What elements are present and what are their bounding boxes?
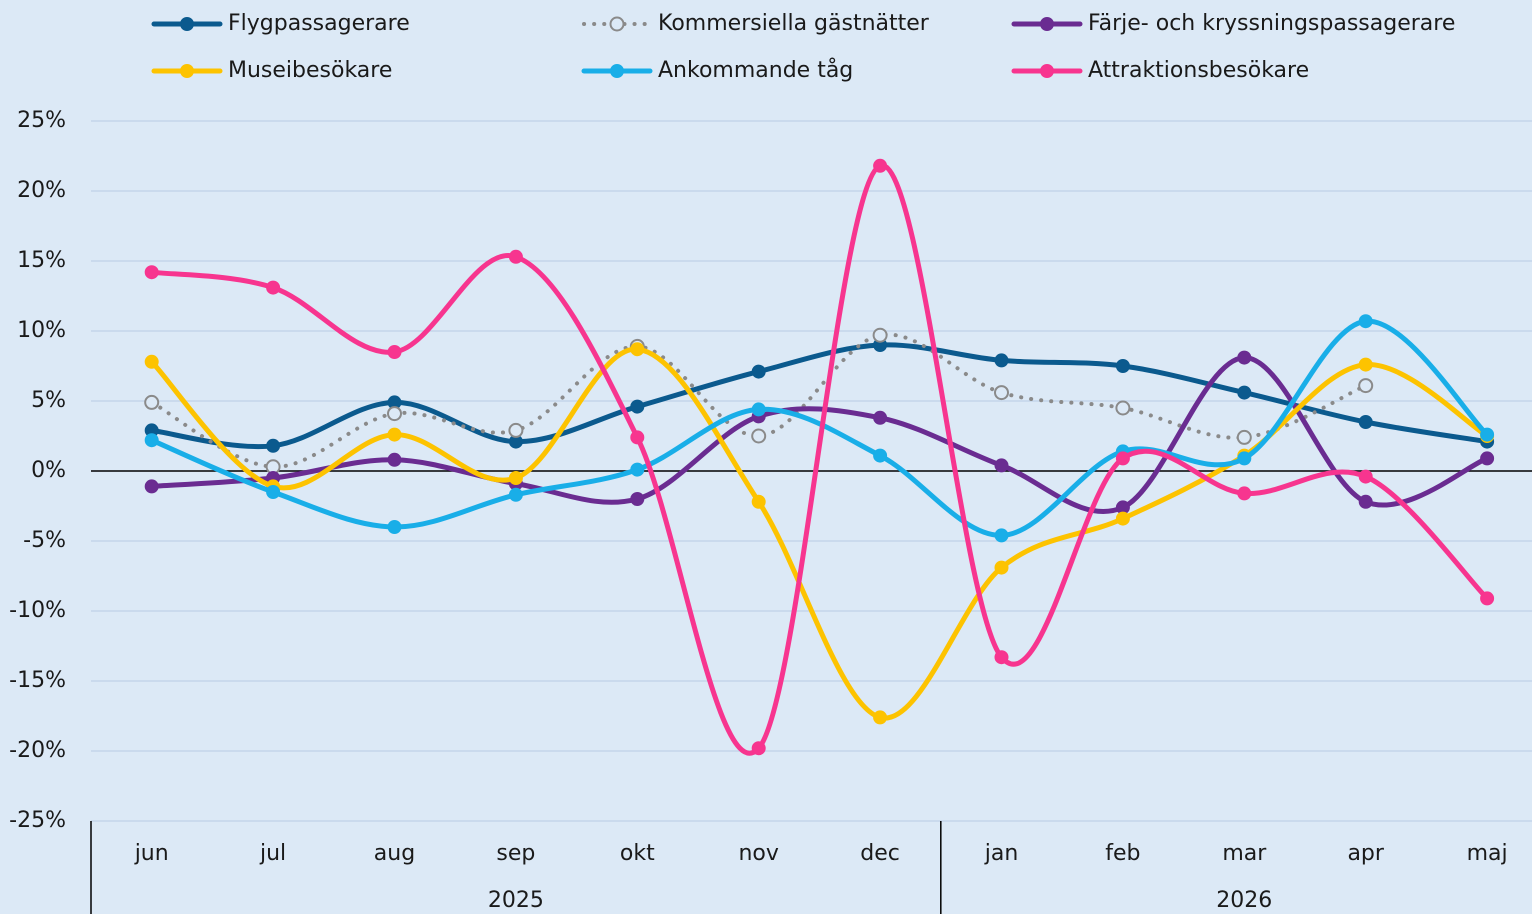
marker: [994, 353, 1009, 368]
y-tick-label: 15%: [17, 248, 66, 273]
marker: [1115, 451, 1130, 466]
marker: [873, 410, 888, 425]
x-tick-label: okt: [620, 841, 655, 866]
marker: [1115, 359, 1130, 373]
marker: [508, 471, 523, 485]
legend-marker: [1040, 64, 1054, 78]
y-tick-label: -10%: [9, 598, 66, 623]
marker: [994, 458, 1009, 473]
marker: [387, 427, 402, 442]
legend-label: Färje- och kryssningspassagerare: [1088, 11, 1455, 36]
x-tick-label: mar: [1222, 841, 1267, 866]
x-tick-label: apr: [1347, 841, 1384, 866]
y-tick-label: -15%: [9, 668, 66, 693]
marker: [630, 462, 645, 477]
marker: [751, 741, 766, 756]
marker: [751, 494, 766, 509]
legend-label: Museibesökare: [228, 58, 392, 83]
marker: [872, 327, 888, 343]
marker: [1358, 314, 1373, 329]
marker: [508, 487, 523, 502]
y-tick-label: -20%: [9, 738, 66, 763]
marker: [994, 650, 1009, 665]
marker: [387, 452, 402, 467]
marker: [1115, 511, 1130, 526]
x-tick-label: sep: [496, 841, 535, 866]
legend-label: Attraktionsbesökare: [1088, 58, 1309, 83]
marker: [508, 422, 524, 438]
marker: [144, 479, 159, 494]
marker: [630, 430, 645, 445]
marker: [630, 342, 645, 357]
marker: [1236, 429, 1252, 445]
marker: [1115, 400, 1131, 416]
x-group-label: 2025: [488, 888, 544, 913]
marker: [873, 158, 888, 173]
marker: [994, 560, 1009, 575]
x-tick-label: jun: [134, 841, 169, 866]
series-line: [149, 342, 1490, 450]
legend-marker: [180, 64, 194, 78]
y-tick-label: 0%: [31, 458, 66, 483]
legend-label: Ankommande tåg: [658, 57, 853, 83]
marker: [994, 385, 1009, 401]
series-line: [149, 163, 1490, 756]
marker: [1237, 486, 1252, 501]
legend-marker: [1040, 17, 1054, 31]
marker: [387, 406, 402, 422]
x-tick-label: nov: [738, 841, 778, 866]
marker: [1237, 350, 1252, 365]
marker: [1358, 378, 1374, 394]
y-tick-label: 25%: [17, 108, 66, 133]
marker: [873, 448, 888, 463]
marker: [266, 280, 281, 295]
marker: [266, 438, 281, 453]
legend-marker: [180, 17, 194, 31]
marker: [873, 710, 888, 725]
marker: [630, 492, 645, 506]
legend-marker: [610, 64, 624, 78]
x-tick-label: jul: [259, 841, 286, 866]
x-tick-label: jan: [984, 841, 1019, 866]
y-tick-label: 20%: [17, 178, 66, 203]
marker: [144, 265, 159, 280]
legend-label: Kommersiella gästnätter: [658, 11, 930, 36]
x-tick-label: feb: [1105, 841, 1140, 866]
marker: [266, 485, 281, 499]
marker: [1358, 357, 1373, 372]
marker: [144, 394, 160, 410]
x-tick-label: aug: [374, 841, 415, 866]
marker: [144, 433, 159, 448]
x-group-label: 2026: [1216, 888, 1272, 913]
marker: [508, 249, 523, 264]
marker: [1358, 469, 1373, 484]
legend-marker: [609, 16, 625, 32]
legend-label: Flygpassagerare: [228, 11, 410, 36]
series: [149, 163, 1490, 756]
marker: [994, 528, 1009, 543]
marker: [751, 428, 767, 444]
marker: [1237, 451, 1252, 466]
marker: [387, 520, 402, 534]
series: [149, 342, 1490, 450]
x-tick-label: dec: [860, 841, 900, 866]
marker: [1480, 451, 1495, 466]
y-tick-label: -5%: [23, 528, 66, 553]
marker: [751, 364, 766, 379]
marker: [144, 354, 159, 369]
marker: [630, 399, 645, 414]
x-tick-label: maj: [1467, 841, 1508, 866]
marker: [1358, 415, 1373, 429]
marker: [751, 402, 766, 417]
marker: [1237, 385, 1252, 400]
marker: [387, 345, 402, 359]
marker: [1358, 494, 1373, 509]
marker: [1480, 427, 1495, 442]
marker: [1480, 591, 1495, 606]
y-tick-label: 5%: [31, 388, 66, 413]
y-tick-label: 10%: [17, 318, 66, 343]
y-tick-label: -25%: [9, 808, 66, 833]
